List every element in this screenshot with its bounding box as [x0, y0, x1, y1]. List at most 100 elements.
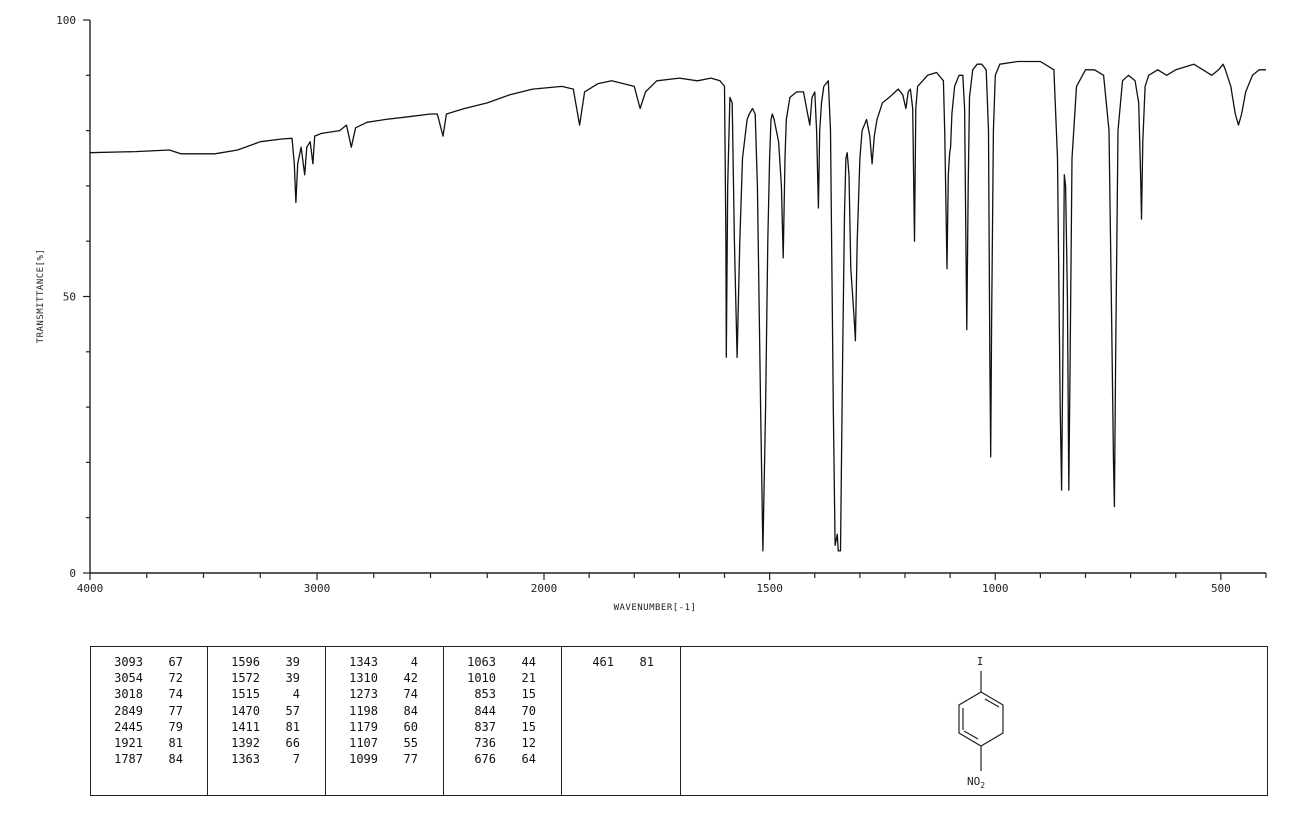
peak-column-4: 1063 44 1010 21 853 15 844 70 837 15 736 12 676 64: [444, 647, 562, 795]
peak-wavenumber: 1063: [467, 655, 496, 669]
peak-wavenumber: 461: [592, 655, 614, 669]
spectrum-line: [89, 60, 1266, 552]
ring-double-bond: [963, 730, 979, 740]
peak-row: 1198 84: [326, 703, 443, 719]
peak-wavenumber: 1921: [114, 735, 143, 750]
peak-transmittance: 70: [521, 703, 536, 718]
peak-transmittance: 84: [403, 703, 418, 718]
peak-wavenumber: 1273: [349, 687, 378, 702]
peak-transmittance: 39: [285, 671, 300, 686]
ring-double-bond: [984, 698, 1000, 708]
peak-transmittance: 44: [521, 655, 536, 669]
peak-row: 1310 42: [326, 670, 443, 686]
molecule-structure: I NO2: [958, 655, 1004, 790]
y-axis-label: TRANSMITTANCE[%]: [36, 249, 46, 344]
peak-row: 1273 74: [326, 686, 443, 702]
peak-row: 1107 55: [326, 735, 443, 751]
peak-row: 1411 81: [208, 719, 325, 735]
peak-column-3: 1343 4 1310 42 1273 74 1198 84 1179 60 1107 55 1099 7…: [326, 647, 444, 795]
peak-wavenumber: 1572: [231, 671, 260, 686]
peak-transmittance: 67: [168, 655, 183, 669]
peak-row: 1596 39: [208, 654, 325, 670]
x-axis-label: WAVENUMBER[-1]: [614, 603, 697, 613]
peak-row: 837 15: [444, 719, 561, 735]
peak-wavenumber: 676: [474, 752, 496, 767]
peak-wavenumber: 1392: [231, 735, 260, 750]
x-tick-label: 500: [1211, 582, 1231, 595]
peak-wavenumber: 1010: [467, 671, 496, 686]
x-tick-label: 2000: [531, 582, 558, 595]
y-ticks: 0 50 100: [56, 14, 90, 580]
peak-wavenumber: 2849: [114, 703, 143, 718]
peak-wavenumber: 1343: [349, 655, 378, 669]
peak-wavenumber: 3093: [114, 655, 143, 669]
peak-transmittance: 4: [292, 687, 300, 702]
peak-transmittance: 12: [521, 735, 536, 750]
peak-row: 1099 77: [326, 751, 443, 767]
axes: [89, 20, 1266, 574]
peak-transmittance: 77: [403, 752, 418, 767]
peak-transmittance: 81: [639, 655, 654, 669]
peak-transmittance: 81: [285, 719, 300, 734]
peak-transmittance: 66: [285, 735, 300, 750]
peak-transmittance: 15: [521, 687, 536, 702]
peak-wavenumber: 1099: [349, 752, 378, 767]
x-ticks: 4000 3000 2000 1500 1000 500: [77, 573, 1267, 595]
peak-wavenumber: 1787: [114, 752, 143, 767]
peak-column-5: 461 81: [562, 647, 681, 795]
peak-row: 736 12: [444, 735, 561, 751]
peak-transmittance: 84: [168, 752, 183, 767]
peak-row: 2849 77: [91, 703, 207, 719]
peak-wavenumber: 844: [474, 703, 496, 718]
peak-row: 1010 21: [444, 670, 561, 686]
ir-spectrum-chart: 0 50 100 4000 3000 2000 1500 1000 500 TRANSMITT…: [36, 14, 1267, 613]
peak-wavenumber: 1310: [349, 671, 378, 686]
peak-transmittance: 77: [168, 703, 183, 718]
peak-row: 1392 66: [208, 735, 325, 751]
peak-row: 1921 81: [91, 735, 207, 751]
peak-table: 3093 67 3054 72 3018 74 2849 77 2445 79 1921 81 1787…: [90, 646, 1268, 796]
peak-wavenumber: 1515: [231, 687, 260, 702]
peak-transmittance: 21: [521, 671, 536, 686]
peak-transmittance: 72: [168, 671, 183, 686]
peak-row: 3093 67: [91, 654, 207, 670]
peak-row: 1179 60: [326, 719, 443, 735]
x-tick-label: 4000: [77, 582, 104, 595]
peak-column-1: 3093 67 3054 72 3018 74 2849 77 2445 79 1921 81 1787…: [91, 647, 208, 795]
peak-transmittance: 64: [521, 752, 536, 767]
peak-transmittance: 42: [403, 671, 418, 686]
peak-row: 1787 84: [91, 751, 207, 767]
peak-transmittance: 79: [168, 719, 183, 734]
peak-row: 1572 39: [208, 670, 325, 686]
y-tick-label: 100: [56, 14, 76, 27]
y-tick-label: 0: [69, 567, 76, 580]
peak-wavenumber: 3054: [114, 671, 143, 686]
peak-wavenumber: 837: [474, 719, 496, 734]
peak-row: 1470 57: [208, 703, 325, 719]
peak-transmittance: 15: [521, 719, 536, 734]
peak-transmittance: 74: [168, 687, 183, 702]
y-tick-label: 50: [63, 291, 76, 304]
peak-transmittance: 81: [168, 735, 183, 750]
benzene-ring: [958, 691, 1004, 747]
peak-row: 1063 44: [444, 654, 561, 670]
peak-transmittance: 4: [410, 655, 418, 669]
peak-wavenumber: 3018: [114, 687, 143, 702]
x-tick-label: 1500: [756, 582, 783, 595]
peak-wavenumber: 1198: [349, 703, 378, 718]
peak-row: 676 64: [444, 751, 561, 767]
peak-row: 1515 4: [208, 686, 325, 702]
peak-wavenumber: 736: [474, 735, 496, 750]
nitro-label: NO2: [967, 775, 985, 790]
peak-transmittance: 60: [403, 719, 418, 734]
peak-transmittance: 57: [285, 703, 300, 718]
peak-wavenumber: 1596: [231, 655, 260, 669]
peak-row: 1363 7: [208, 751, 325, 767]
x-tick-label: 1000: [982, 582, 1009, 595]
iodo-label: I: [977, 655, 984, 668]
spectrum-trace-group: [89, 60, 1266, 552]
peak-row: 461 81: [562, 654, 680, 670]
x-tick-label: 3000: [304, 582, 331, 595]
peak-wavenumber: 1179: [349, 719, 378, 734]
peak-transmittance: 39: [285, 655, 300, 669]
